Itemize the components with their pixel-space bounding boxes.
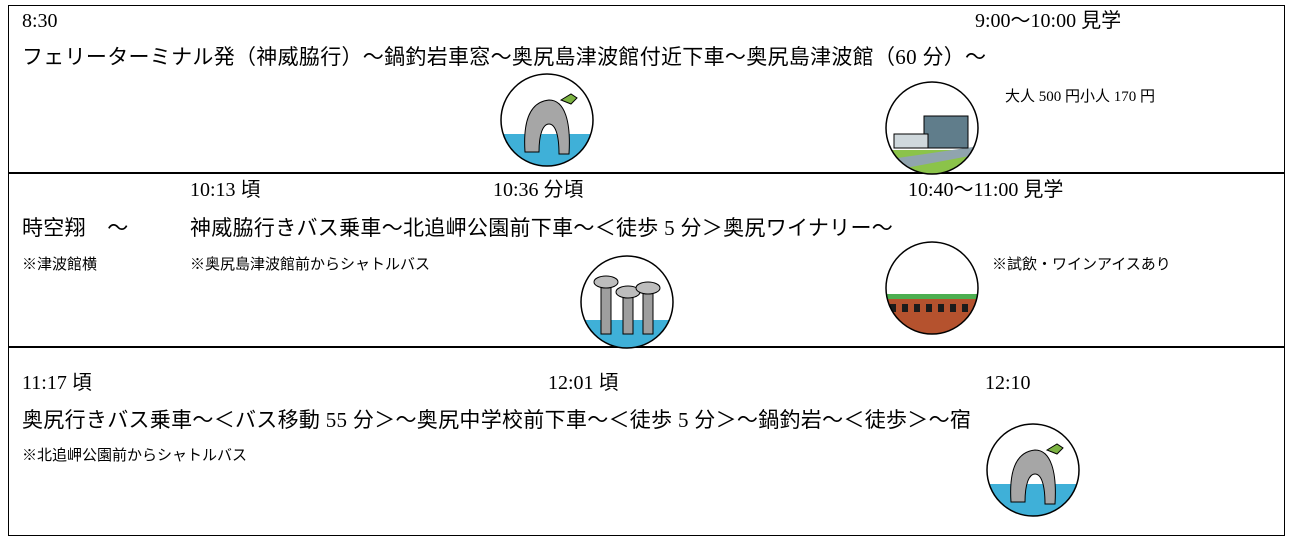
rock-icon — [500, 73, 594, 167]
time: 12:01 頃 — [548, 372, 619, 394]
note: 大人 500 円小人 170 円 — [1005, 89, 1156, 105]
rock-icon — [986, 423, 1080, 517]
row-1 — [8, 5, 1285, 174]
time: 9:00〜10:00 見学 — [975, 10, 1122, 32]
time: 10:40〜11:00 見学 — [908, 179, 1064, 201]
time: 10:36 分頃 — [493, 179, 584, 201]
row-3 — [8, 346, 1285, 536]
route: 神威脇行きバス乗車〜北追岬公園前下車〜＜徒歩 5 分＞奥尻ワイナリー〜 — [190, 216, 894, 240]
time: 12:10 — [985, 372, 1031, 394]
row-2 — [8, 172, 1285, 348]
time: 10:13 頃 — [190, 179, 261, 201]
museum-icon — [885, 81, 979, 175]
note: ※津波館横 — [22, 257, 98, 273]
time: 11:17 頃 — [22, 372, 92, 394]
route: フェリーターミナル発（神威脇行）〜鍋釣岩車窓〜奥尻島津波館付近下車〜奥尻島津波館… — [22, 45, 987, 69]
route: 奥尻行きバス乗車〜＜バス移動 55 分＞〜奥尻中学校前下車〜＜徒歩 5 分＞〜鍋… — [22, 408, 972, 432]
winery-icon — [885, 241, 979, 335]
route: 時空翔 〜 — [22, 216, 129, 240]
time: 8:30 — [22, 10, 58, 32]
note: ※奥尻島津波館前からシャトルバス — [190, 257, 431, 273]
note: ※北追岬公園前からシャトルバス — [22, 448, 248, 464]
note: ※試飲・ワインアイスあり — [992, 257, 1171, 273]
monument-icon — [580, 255, 674, 349]
